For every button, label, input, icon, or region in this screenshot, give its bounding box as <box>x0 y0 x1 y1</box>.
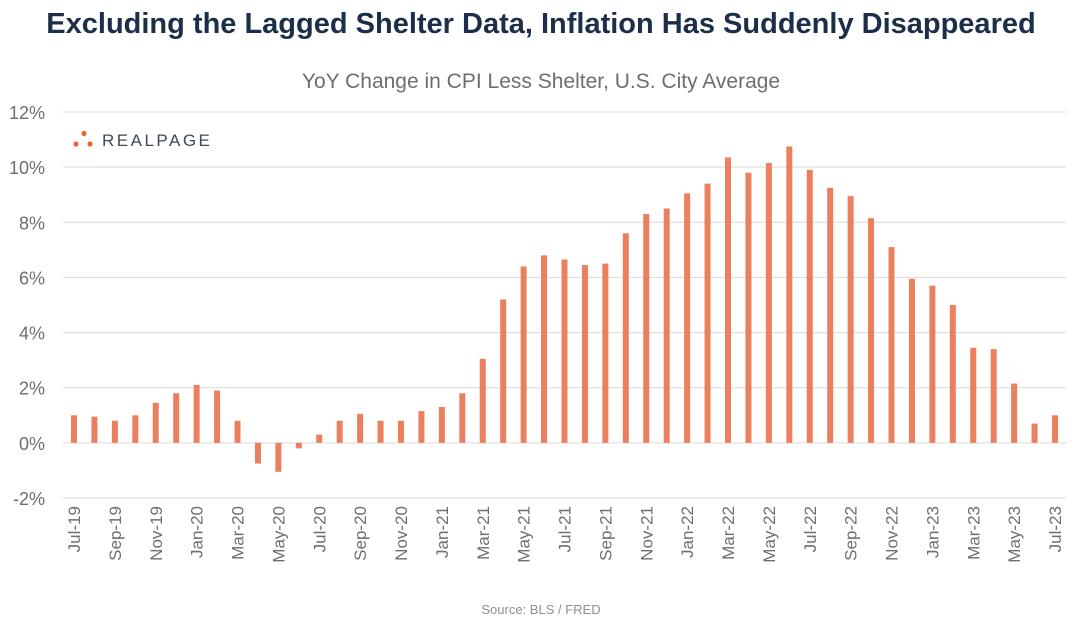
x-tick-label: Jan-22 <box>678 506 697 558</box>
bar <box>643 214 650 443</box>
bar <box>193 384 200 443</box>
bar <box>1011 383 1018 443</box>
bar <box>295 442 302 449</box>
bar <box>949 305 956 443</box>
bar <box>868 218 875 443</box>
x-tick-label: Nov-22 <box>883 506 902 561</box>
x-tick-label: Mar-23 <box>964 506 983 560</box>
bar <box>459 393 466 443</box>
x-tick-label: May-21 <box>515 506 534 563</box>
bar <box>152 402 159 443</box>
bar <box>786 146 793 443</box>
bar <box>765 163 772 443</box>
y-tick-label: 8% <box>19 213 45 233</box>
x-tick-label: Sep-19 <box>106 506 125 561</box>
x-tick-label: Jul-23 <box>1046 506 1065 552</box>
x-tick-label: Sep-22 <box>842 506 861 561</box>
bar <box>663 208 670 443</box>
bar <box>581 265 588 443</box>
x-tick-label: Nov-19 <box>147 506 166 561</box>
bar <box>806 169 813 443</box>
x-tick-label: Sep-20 <box>351 506 370 561</box>
source-note: Source: BLS / FRED <box>481 602 601 617</box>
x-tick-label: Nov-20 <box>392 506 411 561</box>
chart-subtitle: YoY Change in CPI Less Shelter, U.S. Cit… <box>301 70 781 93</box>
bar <box>132 415 139 443</box>
bar <box>214 390 221 443</box>
bar <box>111 420 118 443</box>
bar <box>254 442 261 464</box>
y-tick-label: 2% <box>19 379 45 399</box>
bar <box>990 349 997 443</box>
bar <box>561 259 568 443</box>
x-tick-label: May-20 <box>269 506 288 563</box>
bar <box>91 416 98 443</box>
x-tick-label: Jan-20 <box>188 506 207 558</box>
bar <box>500 299 507 443</box>
bar <box>357 413 364 443</box>
x-tick-label: May-22 <box>760 506 779 563</box>
bar <box>1031 423 1038 443</box>
bar <box>622 233 629 443</box>
bar <box>888 247 895 443</box>
x-tick-label: Jul-19 <box>65 506 84 552</box>
x-tick-label: Sep-21 <box>596 506 615 561</box>
bar <box>725 157 731 443</box>
bar <box>541 255 548 443</box>
bar <box>275 442 282 472</box>
x-tick-label: Jul-22 <box>801 506 820 552</box>
realpage-logo: REALPAGE <box>72 130 212 152</box>
bar <box>602 263 609 443</box>
bar <box>398 420 404 443</box>
bar <box>847 196 854 443</box>
realpage-logo-text: REALPAGE <box>102 131 213 150</box>
bar <box>704 183 711 443</box>
y-tick-label: 0% <box>19 434 45 454</box>
bar <box>336 420 343 443</box>
bar <box>970 347 977 443</box>
x-tick-label: Mar-22 <box>719 506 738 560</box>
bar <box>316 434 323 443</box>
x-tick-label: Nov-21 <box>637 506 656 561</box>
bar <box>71 415 77 443</box>
x-tick-label: Jan-23 <box>923 506 942 558</box>
x-tick-label: Jul-21 <box>556 506 575 552</box>
bar <box>745 172 752 443</box>
bar <box>827 187 834 443</box>
x-tick-label: May-23 <box>1005 506 1024 563</box>
x-tick-label: Mar-20 <box>229 506 248 560</box>
bar <box>520 266 527 443</box>
bar <box>929 285 936 443</box>
x-tick-label: Jul-20 <box>310 506 329 552</box>
realpage-dots-icon <box>73 130 93 147</box>
x-tick-label: Jan-21 <box>433 506 452 558</box>
y-tick-label: 6% <box>19 268 45 288</box>
y-tick-label: 12% <box>9 103 45 123</box>
x-tick-label: Mar-21 <box>474 506 493 560</box>
bar <box>908 278 915 443</box>
y-tick-label: -2% <box>13 489 45 509</box>
y-tick-label: 10% <box>9 158 45 178</box>
bar <box>1052 415 1058 443</box>
bar <box>438 407 445 443</box>
chart-title: Excluding the Lagged Shelter Data, Infla… <box>46 8 1036 40</box>
bar <box>684 193 691 443</box>
bar <box>234 420 241 443</box>
bar <box>173 393 180 443</box>
bar <box>418 411 425 443</box>
bar <box>377 420 384 443</box>
bar <box>479 358 486 443</box>
y-tick-label: 4% <box>19 324 45 344</box>
